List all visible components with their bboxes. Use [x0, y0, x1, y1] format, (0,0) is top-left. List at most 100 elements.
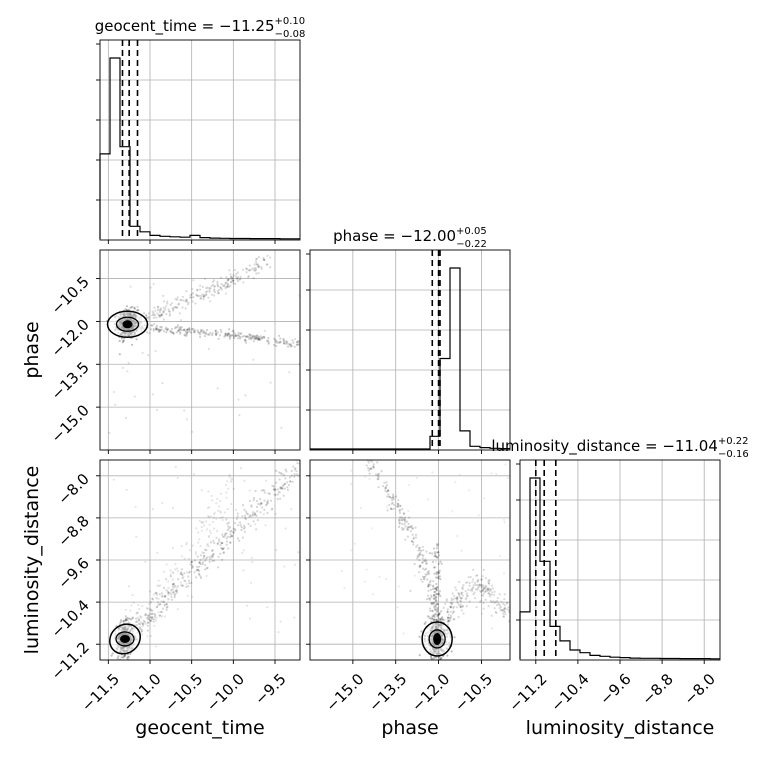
- point-a-low-250: [259, 337, 262, 340]
- point-a-low-253: [292, 341, 295, 344]
- point-a-low-119: [178, 326, 181, 329]
- point-b-diag-84: [286, 486, 289, 489]
- point-a-low-223: [248, 333, 251, 336]
- point-b-diag-329: [264, 504, 268, 507]
- point-a-up-68: [173, 306, 176, 309]
- point-c-core-335: [440, 618, 443, 621]
- point-c-upper-46: [434, 613, 437, 616]
- point-c-core-357: [437, 613, 440, 616]
- point-c-arc-116: [446, 610, 449, 613]
- point-c-upper-88: [398, 509, 401, 512]
- point-b-diag-93: [253, 513, 256, 517]
- point-c-upper-220: [386, 489, 389, 492]
- point-b-upper-49: [138, 615, 142, 618]
- point-c-arc-107: [474, 583, 477, 587]
- point-a-low-61: [255, 337, 258, 340]
- point-c-upper-38: [417, 549, 420, 552]
- point-c-arc-200: [445, 599, 448, 602]
- point-b-sparse-15: [242, 569, 245, 572]
- point-a-low-103: [172, 332, 175, 335]
- point-c-upper-135: [408, 526, 411, 529]
- point-c-upper-254: [392, 507, 395, 510]
- point-b-sparse-8: [151, 508, 154, 511]
- point-b-core-158: [122, 656, 125, 659]
- point-a-low-83: [179, 332, 182, 335]
- point-c-arc-129: [473, 591, 476, 594]
- point-c-sparse-23: [397, 503, 400, 506]
- point-c-core-62: [418, 635, 421, 639]
- point-c-sparse-0: [385, 578, 388, 581]
- point-a-up-140: [227, 285, 231, 288]
- point-a-low-58: [228, 335, 232, 338]
- panel-title-median-phase: −12.00: [401, 227, 457, 245]
- point-a-sparse-21: [244, 394, 247, 397]
- point-c-sparse-49: [434, 560, 437, 563]
- panel-title-plus-luminosity_distance: +0.22: [718, 436, 749, 447]
- point-b-diag-99: [222, 547, 225, 550]
- point-b-core-22: [110, 654, 113, 657]
- point-a-up-163: [169, 303, 172, 307]
- point-b-core-407: [120, 619, 123, 622]
- point-c-upper-33: [409, 526, 412, 529]
- point-a-up-48: [156, 305, 160, 308]
- point-b-diag-272: [162, 600, 165, 603]
- point-a-up-152: [162, 310, 165, 313]
- point-b-diag-60: [173, 596, 176, 599]
- point-a-up-208: [220, 283, 223, 286]
- point-a-low-294: [203, 332, 206, 335]
- point-b-diag-372: [272, 485, 275, 488]
- point-b-upper-62: [197, 541, 200, 544]
- point-b-diag-105: [227, 527, 230, 530]
- point-a-up-126: [191, 300, 194, 303]
- point-c-upper-150: [397, 525, 401, 529]
- point-b-upper-52: [195, 552, 198, 556]
- point-b-diag-288: [210, 556, 213, 559]
- point-a-low-212: [208, 333, 211, 336]
- point-b-diag-256: [185, 585, 188, 589]
- point-c-core-427: [438, 612, 441, 615]
- point-a-low-77: [233, 337, 236, 340]
- point-c-upper-136: [399, 505, 402, 508]
- point-c-arc-170: [506, 608, 509, 611]
- point-a-low-259: [251, 334, 255, 337]
- point-b-diag-306: [276, 488, 279, 491]
- point-a-low-295: [226, 332, 230, 335]
- point-c-upper-153: [377, 477, 380, 480]
- point-a-sparse-35: [114, 403, 117, 406]
- xtick-label-geocent_time-3: −10.0: [203, 670, 248, 715]
- point-a-sparse-10: [294, 337, 297, 341]
- point-b-diag-333: [153, 612, 156, 616]
- point-b-diag-281: [239, 524, 242, 527]
- point-c-arc-4: [470, 588, 473, 591]
- point-b-diag-326: [254, 512, 257, 516]
- contour-a-peak: [122, 320, 133, 329]
- point-c-arc-134: [452, 618, 455, 621]
- point-b-diag-297: [255, 514, 258, 518]
- point-c-upper-45: [428, 598, 432, 601]
- point-b-diag-257: [266, 511, 269, 515]
- point-b-sparse-22: [281, 487, 284, 490]
- point-b-diag-222: [231, 535, 234, 538]
- point-b-diag-2: [232, 531, 235, 534]
- point-a-low-157: [151, 324, 154, 327]
- point-c-upper-15: [397, 499, 400, 502]
- point-a-low-287: [278, 334, 281, 337]
- point-c-arc-62: [487, 579, 490, 582]
- point-a-up-246: [216, 290, 219, 293]
- point-a-low-38: [184, 329, 187, 332]
- point-c-arc-72: [466, 581, 469, 584]
- point-c-sparse-5: [495, 472, 498, 476]
- point-a-up-0: [185, 298, 188, 301]
- point-c-upper-89: [372, 465, 375, 468]
- point-a-low-175: [282, 340, 285, 343]
- point-c-arc-124: [460, 597, 463, 600]
- point-c-upper-212: [430, 596, 433, 599]
- point-b-upper-40: [124, 615, 127, 618]
- point-b-upper-7: [185, 541, 188, 544]
- point-b-diag-92: [139, 627, 142, 630]
- point-c-sparse-3: [482, 497, 486, 500]
- point-b-sparse-33: [135, 535, 138, 539]
- point-b-sparse-20: [147, 607, 150, 610]
- point-b-upper-110: [132, 601, 135, 604]
- point-c-arc-10: [473, 597, 477, 600]
